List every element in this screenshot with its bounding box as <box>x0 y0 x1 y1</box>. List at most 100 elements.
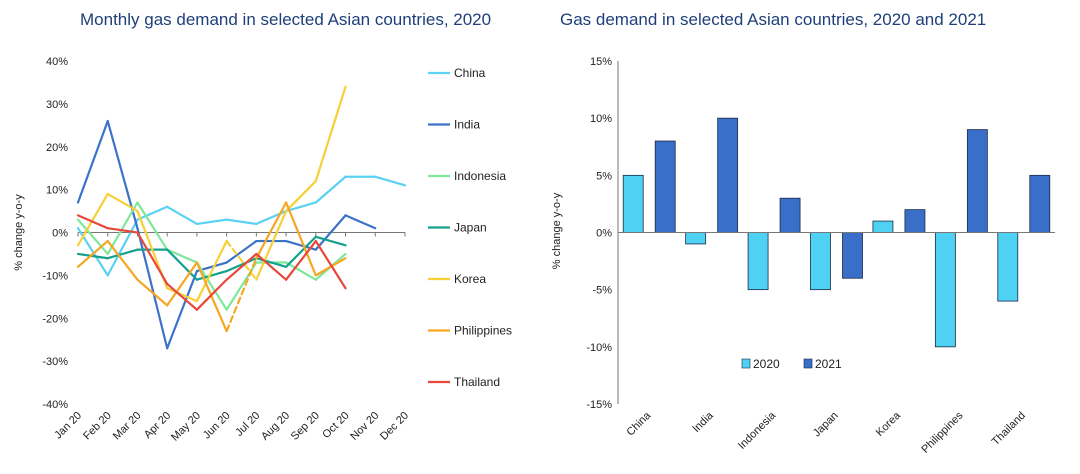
series-line-philippines <box>314 257 347 277</box>
series-line-japan <box>106 248 139 260</box>
series-line-thailand <box>76 214 109 230</box>
right-y-tick-4: -5% <box>592 285 612 297</box>
series-line-china <box>284 201 317 213</box>
bar-china-2021 <box>654 140 676 233</box>
bar-indonesia-2020 <box>747 232 769 291</box>
series-line-japan <box>314 235 347 247</box>
series-line-korea <box>106 192 139 213</box>
right-y-axis-label: % change y-o-y <box>551 192 563 269</box>
right-chart-title: Gas demand in selected Asian countries, … <box>560 10 987 29</box>
legend-label-china: China <box>454 66 486 80</box>
series-line-japan <box>166 248 199 281</box>
bar-thailand-2021 <box>1029 174 1051 233</box>
left-y-tick-2: 20% <box>46 142 68 154</box>
right-y-tick-2: 5% <box>596 170 612 182</box>
bar-philippines-2021 <box>966 129 988 233</box>
series-line-thailand <box>106 227 139 234</box>
bar-india-2021 <box>717 117 739 233</box>
right-x-tick-philippines: Philippines <box>919 409 965 455</box>
bar-india-2020 <box>685 232 707 245</box>
series-line-china <box>225 218 258 226</box>
series-line-india <box>76 119 109 204</box>
series-line-thailand <box>255 252 288 281</box>
series-line-india <box>225 239 258 264</box>
left-x-tick-may-20: May 20 <box>169 410 203 444</box>
series-line-korea <box>314 85 347 183</box>
left-x-tick-jun-20: Jun 20 <box>201 410 233 442</box>
series-line-indonesia <box>76 218 109 256</box>
series-line-philippines <box>225 257 258 333</box>
series-line-philippines <box>255 201 288 260</box>
bar-indonesia-2021 <box>779 197 801 233</box>
series-line-thailand <box>314 239 347 290</box>
right-x-tick-china: China <box>625 409 654 438</box>
right-y-tick-1: 10% <box>590 113 612 125</box>
left-chart-title: Monthly gas demand in selected Asian cou… <box>80 10 492 29</box>
bar-korea-2021 <box>904 209 926 233</box>
left-x-tick-jan-20: Jan 20 <box>52 410 84 442</box>
right-x-tick-korea: Korea <box>874 409 904 439</box>
series-line-philippines <box>106 239 139 281</box>
legend-label-japan: Japan <box>454 221 487 235</box>
bar-thailand-2020 <box>997 232 1019 302</box>
right-y-tick-0: 15% <box>590 56 612 68</box>
left-x-tick-apr-20: Apr 20 <box>142 410 173 441</box>
left-x-tick-oct-20: Oct 20 <box>320 410 351 441</box>
right-x-tick-japan: Japan <box>811 410 841 440</box>
right-x-tick-thailand: Thailand <box>990 410 1028 448</box>
series-line-japan <box>195 269 228 281</box>
series-line-china <box>166 205 199 226</box>
series-line-thailand <box>195 278 228 311</box>
series-line-japan <box>284 235 317 268</box>
series-line-philippines <box>195 261 228 333</box>
right-x-tick-indonesia: Indonesia <box>736 409 779 452</box>
left-y-tick-7: -30% <box>42 356 68 368</box>
series-line-india <box>314 214 347 251</box>
series-line-china <box>106 218 139 277</box>
series-line-india <box>166 269 199 350</box>
legend-label-2021: 2021 <box>815 357 842 371</box>
series-line-philippines <box>136 278 169 307</box>
right-y-tick-6: -15% <box>586 399 612 411</box>
bar-philippines-2020 <box>934 232 956 348</box>
left-y-tick-0: 40% <box>46 56 68 68</box>
series-line-philippines <box>166 261 199 307</box>
series-line-indonesia <box>284 261 317 281</box>
right-y-tick-3: 0% <box>596 228 612 240</box>
left-x-tick-nov-20: Nov 20 <box>348 410 381 443</box>
series-line-indonesia <box>166 248 199 264</box>
bar-korea-2020 <box>872 220 894 233</box>
series-line-china <box>314 175 347 204</box>
series-line-indonesia <box>136 201 169 251</box>
series-line-thailand <box>284 239 317 281</box>
series-line-china <box>374 175 407 187</box>
right-y-tick-5: -10% <box>586 342 612 354</box>
left-x-tick-mar-20: Mar 20 <box>111 410 144 443</box>
legend-label-korea: Korea <box>454 272 486 286</box>
series-line-thailand <box>166 282 199 311</box>
bar-japan-2020 <box>810 232 831 291</box>
right-x-tick-india: India <box>690 409 716 435</box>
series-line-korea <box>255 209 288 281</box>
left-y-tick-5: -10% <box>42 270 68 282</box>
left-y-tick-4: 0% <box>52 228 68 240</box>
legend-label-philippines: Philippines <box>454 324 512 338</box>
legend-label-thailand: Thailand <box>454 375 500 389</box>
legend-label-india: India <box>454 118 480 132</box>
legend-swatch-2021 <box>803 358 813 369</box>
series-line-korea <box>284 179 317 213</box>
series-line-korea <box>76 192 109 247</box>
left-y-tick-8: -40% <box>42 399 68 411</box>
series-line-india <box>136 227 169 350</box>
series-line-philippines <box>284 201 317 277</box>
left-y-axis-label: % change y-o-y <box>13 194 25 271</box>
left-y-tick-3: 10% <box>46 185 68 197</box>
series-line-thailand <box>225 252 258 281</box>
left-x-tick-dec-20: Dec 20 <box>378 410 411 443</box>
left-x-tick-aug-20: Aug 20 <box>259 410 292 443</box>
left-y-tick-6: -20% <box>42 313 68 325</box>
series-line-india <box>344 214 377 230</box>
series-line-indonesia <box>195 261 228 311</box>
bar-japan-2021 <box>842 232 863 279</box>
